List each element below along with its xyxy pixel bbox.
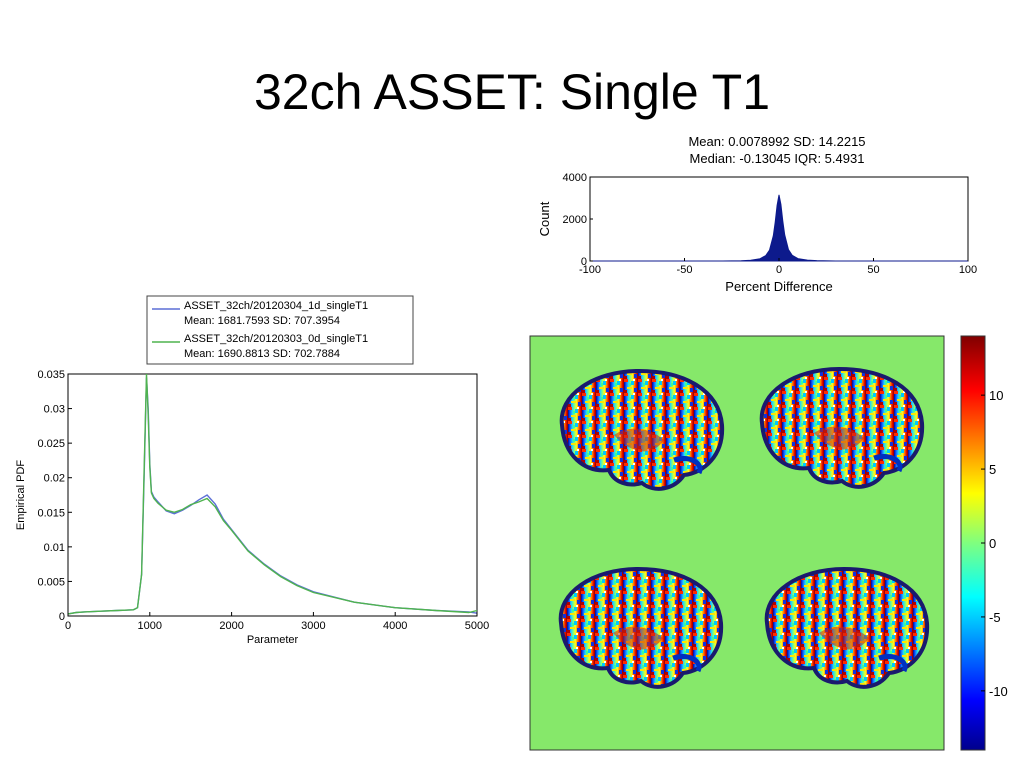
histogram-y-tick-label: 4000 xyxy=(563,172,587,184)
pdf-y-tick-label: 0.01 xyxy=(44,542,65,554)
brain-slice-top-right-core xyxy=(814,426,864,450)
brain-slice-bottom-left-core xyxy=(613,626,663,650)
slide-title: 32ch ASSET: Single T1 xyxy=(253,64,771,120)
pdf-x-tick-label: 3000 xyxy=(301,620,325,632)
brain-slice-bottom-right xyxy=(764,566,930,689)
pdf-plot-area xyxy=(67,373,478,617)
histogram-x-tick-label: 100 xyxy=(959,264,977,276)
pdf-x-tick-label: 1000 xyxy=(138,620,162,632)
legend-series1-stats: Mean: 1681.7593 SD: 707.3954 xyxy=(184,315,340,327)
pdf-legend: ASSET_32ch/20120304_1d_singleT1 Mean: 16… xyxy=(146,295,414,365)
histogram-x-label: Percent Difference xyxy=(725,279,832,294)
pdf-y-tick-label: 0 xyxy=(59,611,65,623)
histogram-x-tick-label: -100 xyxy=(579,264,601,276)
pdf-y-tick-label: 0.005 xyxy=(37,576,65,588)
colorbar: -10 -5 0 5 10 xyxy=(960,335,1008,751)
pdf-x-tick-label: 0 xyxy=(65,620,71,632)
pdf-y-tick-label: 0.02 xyxy=(44,473,65,485)
legend-series1-label: ASSET_32ch/20120304_1d_singleT1 xyxy=(184,300,368,312)
histogram-area xyxy=(590,194,968,262)
pdf-x-label: Parameter xyxy=(247,634,299,646)
pdf-x-tick-label: 2000 xyxy=(219,620,243,632)
histogram-y-tick-label: 2000 xyxy=(563,214,587,226)
legend-series2-stats: Mean: 1690.8813 SD: 702.7884 xyxy=(184,348,340,360)
histogram-y-tick-label: 0 xyxy=(581,256,587,268)
histogram-x-tick-label: 50 xyxy=(867,264,879,276)
colorbar-tick-label: 5 xyxy=(989,462,996,477)
histogram-x-tick-label: 0 xyxy=(776,264,782,276)
pdf-y-tick-label: 0.015 xyxy=(37,507,65,519)
colorbar-tick-label: 0 xyxy=(989,536,996,551)
brain-slice-top-left-core xyxy=(614,428,664,452)
pdf-x-tick-label: 5000 xyxy=(465,620,489,632)
histogram-y-label: Count xyxy=(537,201,552,236)
histogram-stats-median-iqr: Median: -0.13045 IQR: 5.4931 xyxy=(690,151,865,166)
colorbar-tick-label: 10 xyxy=(989,388,1003,403)
legend-series2-label: ASSET_32ch/20120303_0d_singleT1 xyxy=(184,333,368,345)
histogram-stats-mean-sd: Mean: 0.0078992 SD: 14.2215 xyxy=(688,134,865,149)
histogram-chart: Mean: 0.0078992 SD: 14.2215 Median: -0.1… xyxy=(537,134,977,294)
histogram-x-tick-label: -50 xyxy=(677,264,693,276)
pdf-x-tick-label: 4000 xyxy=(383,620,407,632)
difference-map xyxy=(529,335,945,751)
brain-slice-top-left-cerebellum xyxy=(673,456,703,475)
colorbar-tick-label: -5 xyxy=(989,610,1001,625)
pdf-chart: 0 1000 2000 3000 4000 5000 0 0.005 0.01 0.015 0.02… xyxy=(15,295,489,646)
colorbar-tick-label: -10 xyxy=(989,684,1008,699)
brain-slice-top-left xyxy=(559,368,725,491)
pdf-y-tick-label: 0.03 xyxy=(44,404,65,416)
pdf-series-line-2 xyxy=(67,373,478,615)
brain-slice-bottom-left-cerebellum xyxy=(672,654,702,673)
pdf-y-tick-label: 0.025 xyxy=(37,438,65,450)
brain-slice-bottom-left xyxy=(558,566,724,689)
brain-slice-bottom-right-cerebellum xyxy=(878,654,908,673)
brain-slice-bottom-right-core xyxy=(819,626,869,650)
brain-slice-top-right xyxy=(759,366,925,489)
pdf-y-tick-label: 0.035 xyxy=(37,369,65,381)
pdf-y-label: Empirical PDF xyxy=(15,460,27,531)
brain-slice-top-right-cerebellum xyxy=(873,454,903,473)
